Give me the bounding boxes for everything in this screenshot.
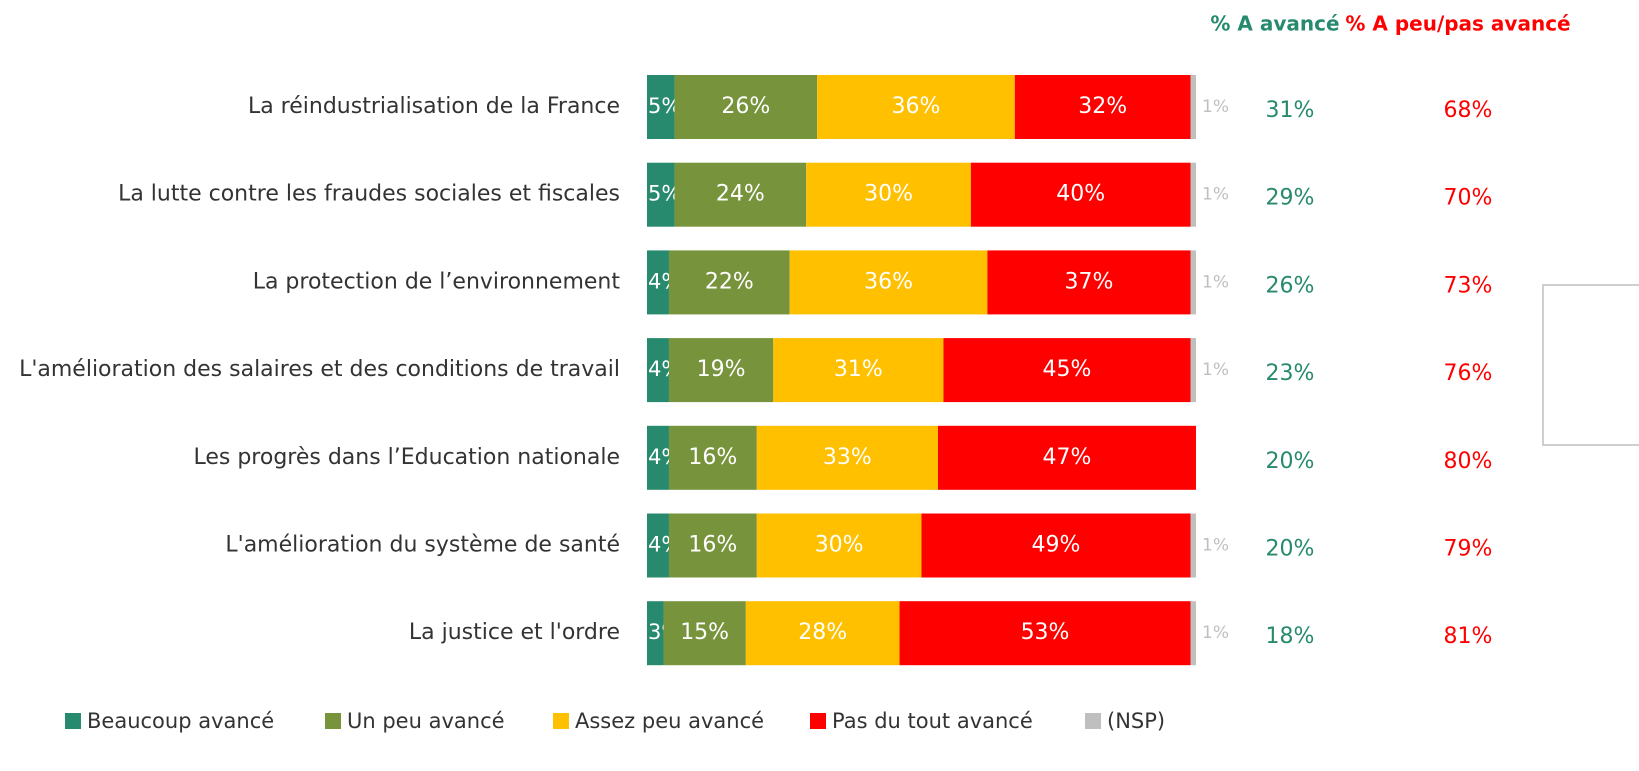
value-label: 45% [1043,357,1092,382]
legend-swatch [65,713,81,729]
value-label: 1% [1202,360,1229,380]
bar-segment [647,425,669,490]
bar-segment [970,162,1191,227]
value-label: 36% [892,94,941,119]
legend-label: Beaucoup avancé [87,709,274,733]
bar-segment [943,338,1191,403]
bar-segment [663,601,746,666]
value-label: 1% [1202,272,1229,292]
bar-segment [1014,75,1191,139]
bar-segment [674,75,818,139]
summary-value: 76% [1444,361,1493,386]
bar-segment [647,338,669,403]
side-box [1542,284,1639,446]
value-label: 28% [798,620,847,645]
value-label: 32% [1078,94,1127,119]
bar-segment [987,250,1191,315]
bar-segment [647,162,675,227]
bar-segment [921,513,1191,578]
bar-segment [745,601,900,666]
legend-swatch [553,713,569,729]
value-label: 31% [834,357,883,382]
legend-swatch [325,713,341,729]
value-label: 16% [688,533,737,558]
bar-segment [1190,601,1196,666]
bar-segment [1190,250,1196,315]
value-label: 36% [864,269,913,294]
summary-value: 80% [1444,449,1493,474]
category-label: Les progrès dans l’Education nationale [193,445,620,470]
bar-segment [756,425,938,490]
value-label: 37% [1064,269,1113,294]
value-label: 19% [697,357,746,382]
summary-value: 23% [1266,361,1315,386]
bar-segment [668,513,757,578]
value-label: 49% [1032,533,1081,558]
value-label: 22% [705,269,754,294]
bar-segment [647,250,669,315]
bar-segment [806,162,971,227]
legend-label: Un peu avancé [347,709,505,733]
value-label: 30% [864,182,913,207]
value-label: 33% [823,445,872,470]
bar-segment [647,513,669,578]
summary-value: 26% [1266,273,1315,298]
category-label: La réindustrialisation de la France [248,94,620,119]
value-label: 30% [815,533,864,558]
summary-value: 20% [1266,537,1315,562]
summary-value: 20% [1266,449,1315,474]
legend-swatch [810,713,826,729]
summary-value: 31% [1266,98,1315,123]
category-label: La justice et l'ordre [409,620,620,645]
value-label: 1% [1202,536,1229,556]
legend-label: Pas du tout avancé [832,709,1033,733]
bar-segment [668,250,790,315]
bar-segment [773,338,944,403]
value-label: 15% [680,620,729,645]
value-label: 1% [1202,185,1229,205]
bar-segment [668,338,774,403]
summary-value: 79% [1444,537,1493,562]
summary-value: 81% [1444,624,1493,649]
column-header: % A peu/pas avancé [1345,12,1570,36]
legend-swatch [1085,713,1101,729]
bar-segment [647,601,664,666]
category-label: La protection de l’environnement [253,269,621,294]
value-label: 1% [1202,623,1229,643]
value-label: 53% [1021,620,1070,645]
summary-value: 68% [1444,98,1493,123]
value-label: 47% [1043,445,1092,470]
legend-label: Assez peu avancé [575,709,764,733]
summary-value: 18% [1266,624,1315,649]
bar-segment [817,75,1015,139]
category-label: L'amélioration des salaires et des condi… [19,357,620,382]
value-label: 40% [1056,182,1105,207]
summary-value: 73% [1444,273,1493,298]
bar-segment [674,162,807,227]
bar-segment [899,601,1191,666]
bar-segment [756,513,922,578]
value-label: 24% [716,182,765,207]
bar-segment [1190,162,1196,227]
summary-value: 70% [1444,186,1493,211]
value-label: 26% [721,94,770,119]
summary-value: 29% [1266,186,1315,211]
category-label: La lutte contre les fraudes sociales et … [118,182,620,207]
legend-label: (NSP) [1107,709,1165,733]
bar-segment [789,250,988,315]
bar-segment [1190,513,1196,578]
value-label: 16% [688,445,737,470]
bar-segment [668,425,757,490]
bar-segment [647,75,675,139]
column-header: % A avancé [1210,12,1339,36]
bar-segment [937,425,1196,490]
bar-segment [1190,75,1196,139]
category-label: L'amélioration du système de santé [225,533,620,558]
value-label: 1% [1202,97,1229,117]
bar-segment [1190,338,1196,403]
